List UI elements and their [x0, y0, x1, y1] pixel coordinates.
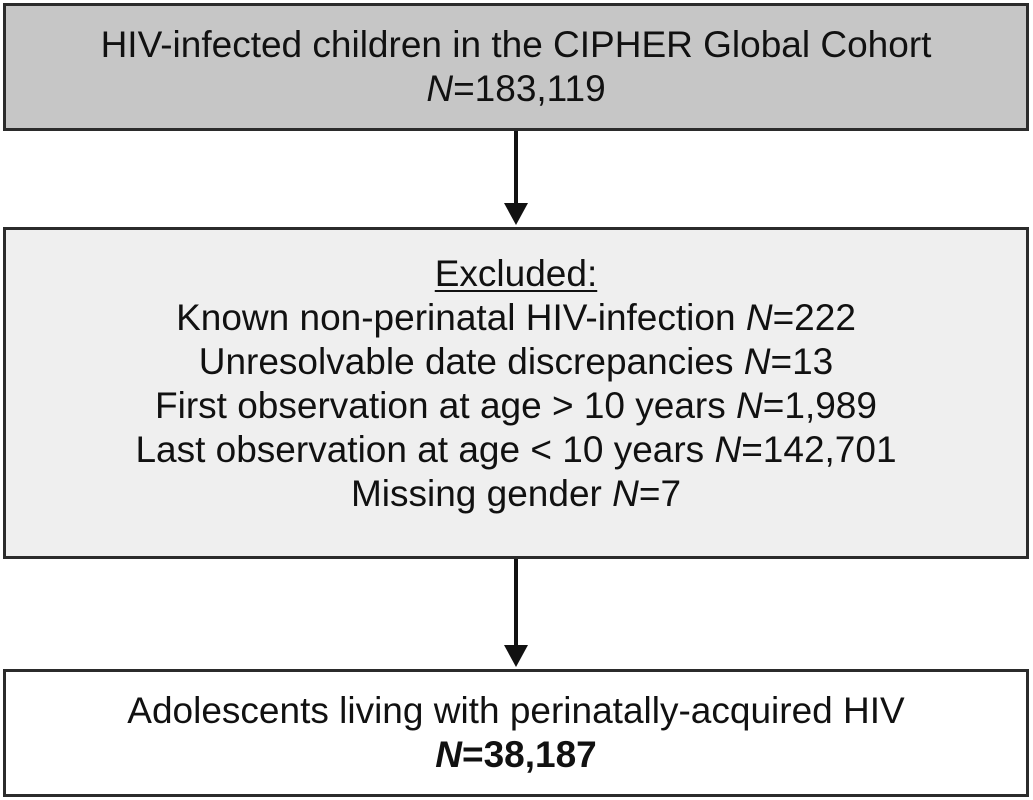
- excluded-item-text: Missing gender: [350, 473, 613, 514]
- source-cohort-box: HIV-infected children in the CIPHER Glob…: [3, 3, 1029, 131]
- n-label: N: [736, 385, 763, 426]
- excluded-item: Known non-perinatal HIV-infection N=222: [176, 296, 856, 340]
- excluded-item: Last observation at age < 10 years N=142…: [135, 428, 896, 472]
- excluded-heading: Excluded:: [434, 253, 598, 294]
- n-value: =7: [638, 473, 682, 514]
- n-value: =1,989: [762, 385, 877, 426]
- n-label: N: [714, 429, 742, 470]
- result-cohort-count: N=38,187: [435, 733, 597, 777]
- source-cohort-count: N=183,119: [426, 67, 605, 111]
- excluded-item-text: Unresolvable date discrepancies: [198, 341, 744, 382]
- n-value: =142,701: [741, 429, 897, 470]
- source-cohort-title: HIV-infected children in the CIPHER Glob…: [100, 24, 932, 65]
- excluded-box: Excluded: Known non-perinatal HIV-infect…: [3, 227, 1029, 559]
- n-label: N: [743, 341, 771, 382]
- n-value: =13: [770, 341, 834, 382]
- n-label: N: [426, 68, 454, 109]
- n-value: =38,187: [461, 734, 597, 775]
- down-arrow-icon: [504, 131, 528, 225]
- n-value: =222: [772, 297, 856, 338]
- n-label: N: [745, 297, 773, 338]
- excluded-item: Missing gender N=7: [351, 472, 681, 516]
- n-label: N: [612, 473, 639, 514]
- excluded-item-text: Known non-perinatal HIV-infection: [176, 297, 746, 338]
- excluded-item: Unresolvable date discrepancies N=13: [199, 340, 834, 384]
- n-label: N: [435, 734, 462, 775]
- result-cohort-title: Adolescents living with perinatally-acqu…: [127, 690, 905, 731]
- excluded-item: First observation at age > 10 years N=1,…: [155, 384, 877, 428]
- down-arrow-icon: [504, 559, 528, 667]
- excluded-item-text: First observation at age > 10 years: [155, 385, 737, 426]
- excluded-item-text: Last observation at age < 10 years: [135, 429, 715, 470]
- result-cohort-box: Adolescents living with perinatally-acqu…: [3, 669, 1029, 797]
- n-value: =183,119: [453, 68, 606, 109]
